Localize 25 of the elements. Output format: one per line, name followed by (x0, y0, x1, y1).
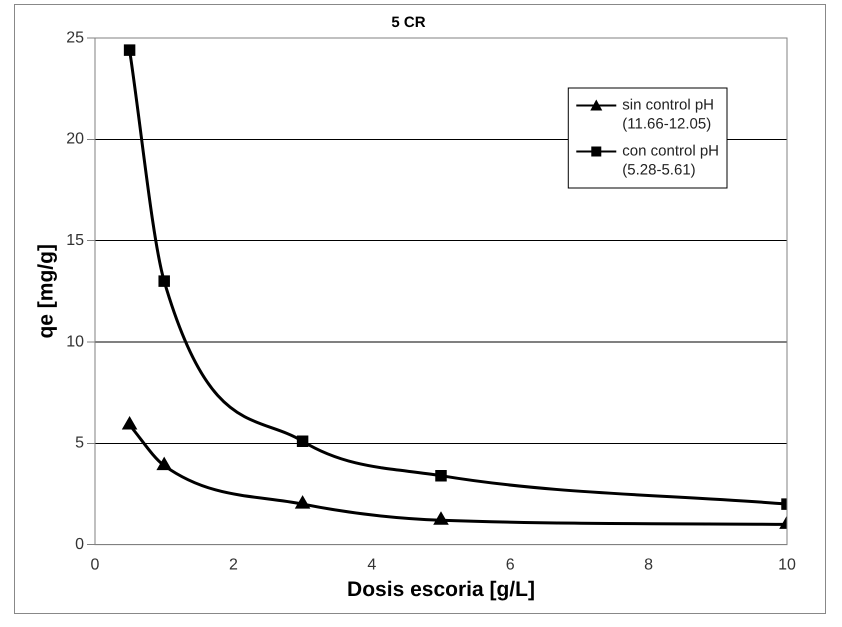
chart-title: 5 CR (391, 14, 426, 32)
x-tick-label: 8 (644, 556, 654, 574)
y-tick-label: 5 (75, 434, 84, 452)
point (158, 275, 170, 287)
point (296, 496, 310, 509)
point (296, 436, 308, 447)
legend-label: sin control pH (11.66-12.05) (622, 96, 714, 133)
y-tick-label: 0 (75, 536, 84, 554)
point (434, 512, 448, 525)
x-tick-label: 4 (367, 556, 376, 574)
y-axis-title: qe [mg/g] (34, 244, 58, 339)
point (158, 458, 171, 470)
y-tick-label: 10 (66, 333, 84, 350)
x-tick-label: 0 (90, 556, 100, 574)
point (124, 44, 136, 56)
x-tick-label: 2 (228, 556, 238, 574)
y-tick-label: 20 (66, 130, 84, 148)
y-tick-label: 15 (66, 232, 84, 250)
point (122, 418, 136, 430)
point (435, 470, 447, 482)
x-tick-label: 10 (778, 556, 796, 574)
legend-label: con control pH (5.28-5.61) (622, 142, 719, 179)
x-tick-label: 6 (506, 556, 515, 574)
x-axis-title: Dosis escoria [g/L] (347, 578, 535, 602)
y-tick-label: 25 (66, 29, 84, 46)
